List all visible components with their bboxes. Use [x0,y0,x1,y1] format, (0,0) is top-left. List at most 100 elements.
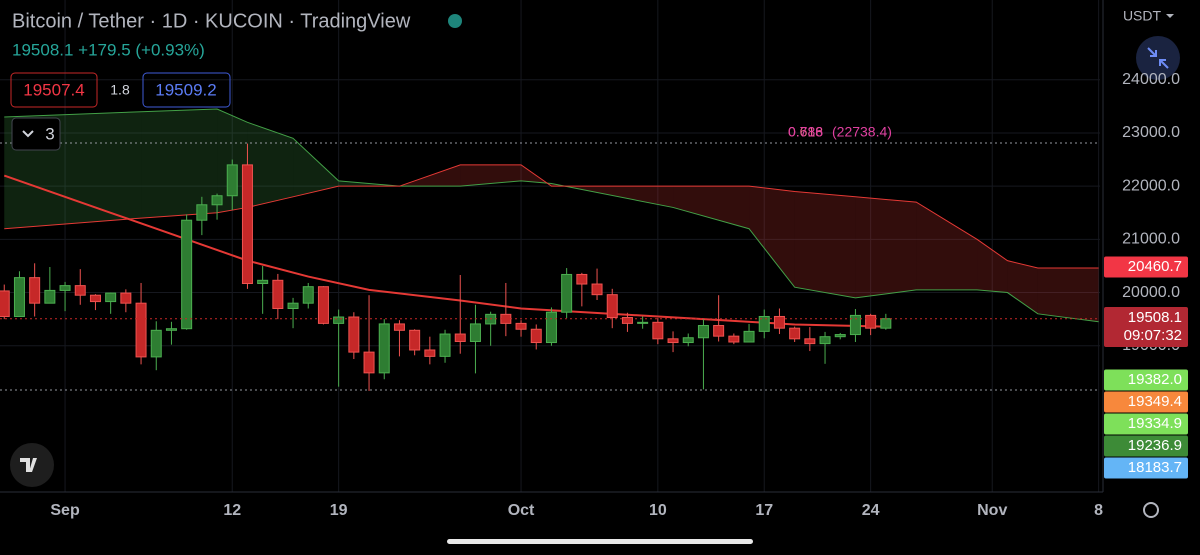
home-indicator [447,539,753,544]
x-tick-label: Nov [977,502,1007,519]
candle-body [348,316,360,353]
price-label-box [1104,369,1188,391]
indicators-toggle[interactable] [11,117,61,151]
candle-body [773,315,785,329]
candle-body [865,314,877,329]
price-label: 19334.9 [1128,415,1182,432]
candle-body [165,328,177,331]
bid: 19507.4 [23,80,84,99]
x-tick-label: 10 [649,502,667,519]
candle-body [226,164,238,197]
fib-label: 0.786 [788,124,823,140]
candle-body [302,286,314,304]
cloud-fill [855,196,917,298]
candle-body [59,285,71,291]
x-tick-label: 12 [223,502,241,519]
price-countdown: 09:07:32 [1124,327,1182,344]
span-a-line [4,108,1099,323]
candle-body [789,327,801,340]
cloud-fill [460,164,522,187]
x-tick-label: Oct [508,502,535,519]
candle-body [393,323,405,331]
candle-body [13,277,25,317]
chevron [22,130,34,138]
cloud-fill [1007,260,1038,314]
candle-body [287,302,299,309]
candle-body [697,325,709,339]
y-tick-label: 24000.0 [1122,71,1180,88]
candle-body [439,333,451,357]
candle-body [424,349,436,357]
price-label: 19236.9 [1128,437,1182,454]
candle-body [44,289,56,304]
x-tick-label: 8 [1094,502,1103,519]
candle-body [378,323,390,374]
fullscreen-button[interactable] [1136,36,1180,80]
symbol-title: Bitcoin / Tether · 1D · KUCOIN · Trading… [12,10,411,32]
candle-body [333,316,345,324]
candle-body [743,330,755,343]
candle-body [469,323,481,342]
buy-button[interactable] [142,72,231,108]
spread: 1.8 [110,82,130,98]
settings-icon[interactable] [1143,502,1159,518]
candle-body [181,219,193,330]
price-label-box [1104,256,1188,278]
candle-body [196,204,208,221]
price-label: 19508.1 [1128,309,1182,326]
sell-button[interactable] [10,72,98,108]
candle-body [120,292,132,304]
candle-body [150,329,162,358]
candle-body [561,273,573,313]
candle-body [0,290,10,317]
y-tick-label: 21000.0 [1122,231,1180,248]
candle-body [409,329,421,351]
candle-body [257,279,269,284]
candle-body [74,285,86,296]
currency[interactable]: USDT [1123,8,1162,24]
ask: 19509.2 [155,80,216,99]
cloud-fill [916,202,978,290]
candle-body [849,314,861,336]
candle-body [728,335,740,343]
indicators-count: 3 [45,124,54,143]
candle-body [454,333,466,342]
candle-body [819,336,831,345]
candle-body [515,322,527,330]
candle-body [682,337,694,344]
y-tick-label: 22000.0 [1122,177,1180,194]
x-tick-label: Sep [50,502,80,519]
fib-label: (22738.4) [832,124,892,140]
price-label-box [1104,307,1188,347]
price-label: 19382.0 [1128,371,1182,388]
candle-body [652,321,664,340]
candle-body [621,317,633,324]
price-label-box [1104,413,1188,435]
price-label-box [1104,457,1188,479]
x-tick-label: 17 [755,502,773,519]
candle-body [105,292,117,303]
candle-body [804,338,816,345]
cloud-fill [141,109,218,219]
candle-body [713,325,725,337]
cloud-fill [673,186,750,229]
candle-body [576,273,588,285]
x-tick-label: 24 [862,502,880,519]
x-tick-label: 19 [330,502,348,519]
candle-body [591,283,603,296]
candle-body [29,277,41,304]
candle-body [363,351,375,374]
cloud-fill [247,122,294,208]
y-tick-label: 23000.0 [1122,124,1180,141]
cloud-fill [749,186,795,288]
cloud-fill [293,138,339,197]
candle-body [241,164,253,284]
tv-logo-mark [20,458,37,472]
fib-label: 0.618 [788,124,823,140]
candle-body [880,318,892,329]
price-label: 19349.4 [1128,393,1182,410]
candle-body [606,294,618,319]
